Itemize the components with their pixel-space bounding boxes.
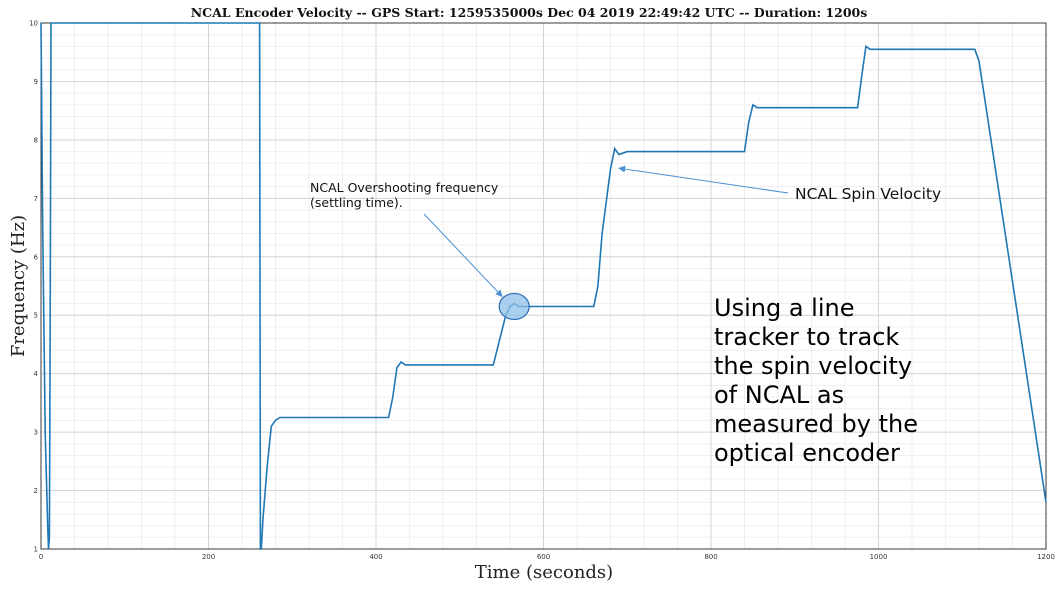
- x-tick-label: 800: [704, 553, 717, 561]
- y-axis-label: Frequency (Hz): [8, 215, 29, 357]
- overshoot-highlight-circle: [498, 292, 530, 321]
- annotation-line: (settling time).: [310, 195, 403, 210]
- annotation-line: of NCAL as: [714, 381, 844, 409]
- y-tick-label: 3: [34, 429, 38, 437]
- x-tick-label: 600: [537, 553, 550, 561]
- y-tick-labels: 1 2 3 4 5 6 7 8 9 10: [29, 20, 38, 554]
- y-tick-label: 5: [34, 312, 38, 320]
- x-tick-label: 1200: [1037, 553, 1055, 561]
- y-tick-label: 6: [34, 253, 39, 261]
- annotation-line: measured by the: [714, 410, 918, 438]
- major-gridlines: [40, 22, 1047, 550]
- x-tick-label: 0: [39, 553, 43, 561]
- annotation-line: Using a line: [714, 294, 854, 322]
- annotation-arrow-overshoot: [423, 213, 503, 297]
- y-tick-label: 8: [34, 136, 38, 144]
- x-axis-label: Time (seconds): [475, 562, 613, 583]
- annotation-line: the spin velocity: [714, 352, 912, 380]
- y-tick-label: 1: [34, 546, 38, 554]
- y-tick-label: 9: [34, 78, 38, 86]
- x-tick-label: 1000: [870, 553, 888, 561]
- annotation-line: optical encoder: [714, 439, 900, 467]
- x-tick-label: 400: [369, 553, 382, 561]
- annotation-line: NCAL Overshooting frequency: [310, 180, 499, 195]
- annotation-line: tracker to track: [714, 323, 899, 351]
- y-tick-label: 10: [29, 20, 38, 28]
- y-tick-label: 7: [34, 195, 38, 203]
- y-tick-label: 4: [34, 370, 39, 378]
- annotation-arrow-spin-velocity: [618, 165, 789, 194]
- y-tick-label: 2: [34, 487, 38, 495]
- chart-title: NCAL Encoder Velocity -- GPS Start: 1259…: [191, 5, 868, 20]
- x-tick-labels: 0 200 400 600 800 1000 1200: [39, 553, 1055, 561]
- annotation-spin-velocity-text: NCAL Spin Velocity: [795, 185, 941, 203]
- plot-frame: [40, 22, 1047, 550]
- annotation-line: NCAL Spin Velocity: [795, 185, 941, 203]
- annotation-overshoot-text: NCAL Overshooting frequency(settling tim…: [310, 180, 499, 210]
- x-tick-label: 200: [202, 553, 215, 561]
